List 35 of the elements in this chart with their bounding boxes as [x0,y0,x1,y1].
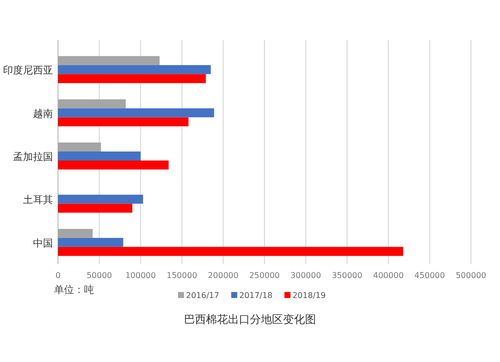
x-tick-label: 400000 [373,271,404,280]
bar [58,238,124,247]
legend-label: 2017/18 [239,291,272,300]
bar [58,142,101,152]
y-tick-label: 土耳其 [23,194,53,206]
bar [58,74,206,84]
bar [58,56,160,66]
bar [58,160,169,170]
bar [58,152,141,160]
x-tick-label: 300000 [290,271,322,280]
y-tick-label: 孟加拉国 [13,151,53,163]
text: 巴西棉花出口分地区变化图 [184,313,316,326]
bar [58,228,93,238]
x-tick-label: 500000 [456,271,486,280]
bar [58,194,144,204]
x-tick-label: 50000 [86,271,112,280]
y-tick-label: 越南 [33,108,53,120]
x-tick-label: 250000 [249,271,280,280]
x-tick-label: 200000 [208,271,238,280]
y-tick-label: 印度尼西亚 [3,64,53,77]
bar [58,117,189,126]
bar [58,108,214,118]
bar [58,65,211,74]
x-tick-label: 350000 [332,271,362,280]
x-tick-label: 100000 [125,271,156,280]
x-tick-label: 450000 [414,271,445,280]
x-tick-label: 150000 [166,271,198,280]
x-tick-label: 0 [55,271,61,280]
bar [58,99,126,108]
legend-label: 2016/17 [186,291,220,300]
bar [58,204,132,213]
text: 单位：吨 [54,284,94,296]
y-tick-label: 中国 [33,237,53,250]
legend-label: 2018/19 [292,291,326,300]
bar [58,246,404,256]
